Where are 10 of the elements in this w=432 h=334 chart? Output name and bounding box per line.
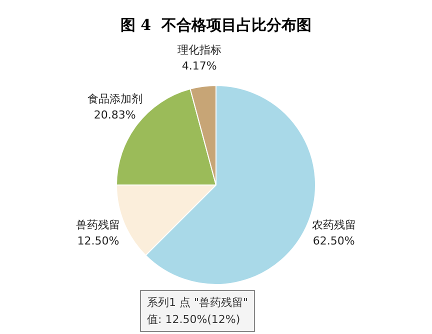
slice-label: 食品添加剂 xyxy=(87,92,142,106)
data-label: 4.17% xyxy=(182,59,217,72)
slice-label: 兽药残留 xyxy=(76,218,120,232)
data-label: 20.83% xyxy=(94,108,136,122)
slice-label: 理化指标 xyxy=(177,43,222,56)
data-label: 62.50% xyxy=(312,234,355,248)
text: 系列1 点 "兽药残留" 值: 12.50%(12%) xyxy=(140,290,256,332)
chart-title: 图 4 不合格项目占比分布图 xyxy=(119,16,313,35)
data-label: 12.50% xyxy=(77,234,120,248)
slice-label: 农药残留 xyxy=(312,218,356,232)
